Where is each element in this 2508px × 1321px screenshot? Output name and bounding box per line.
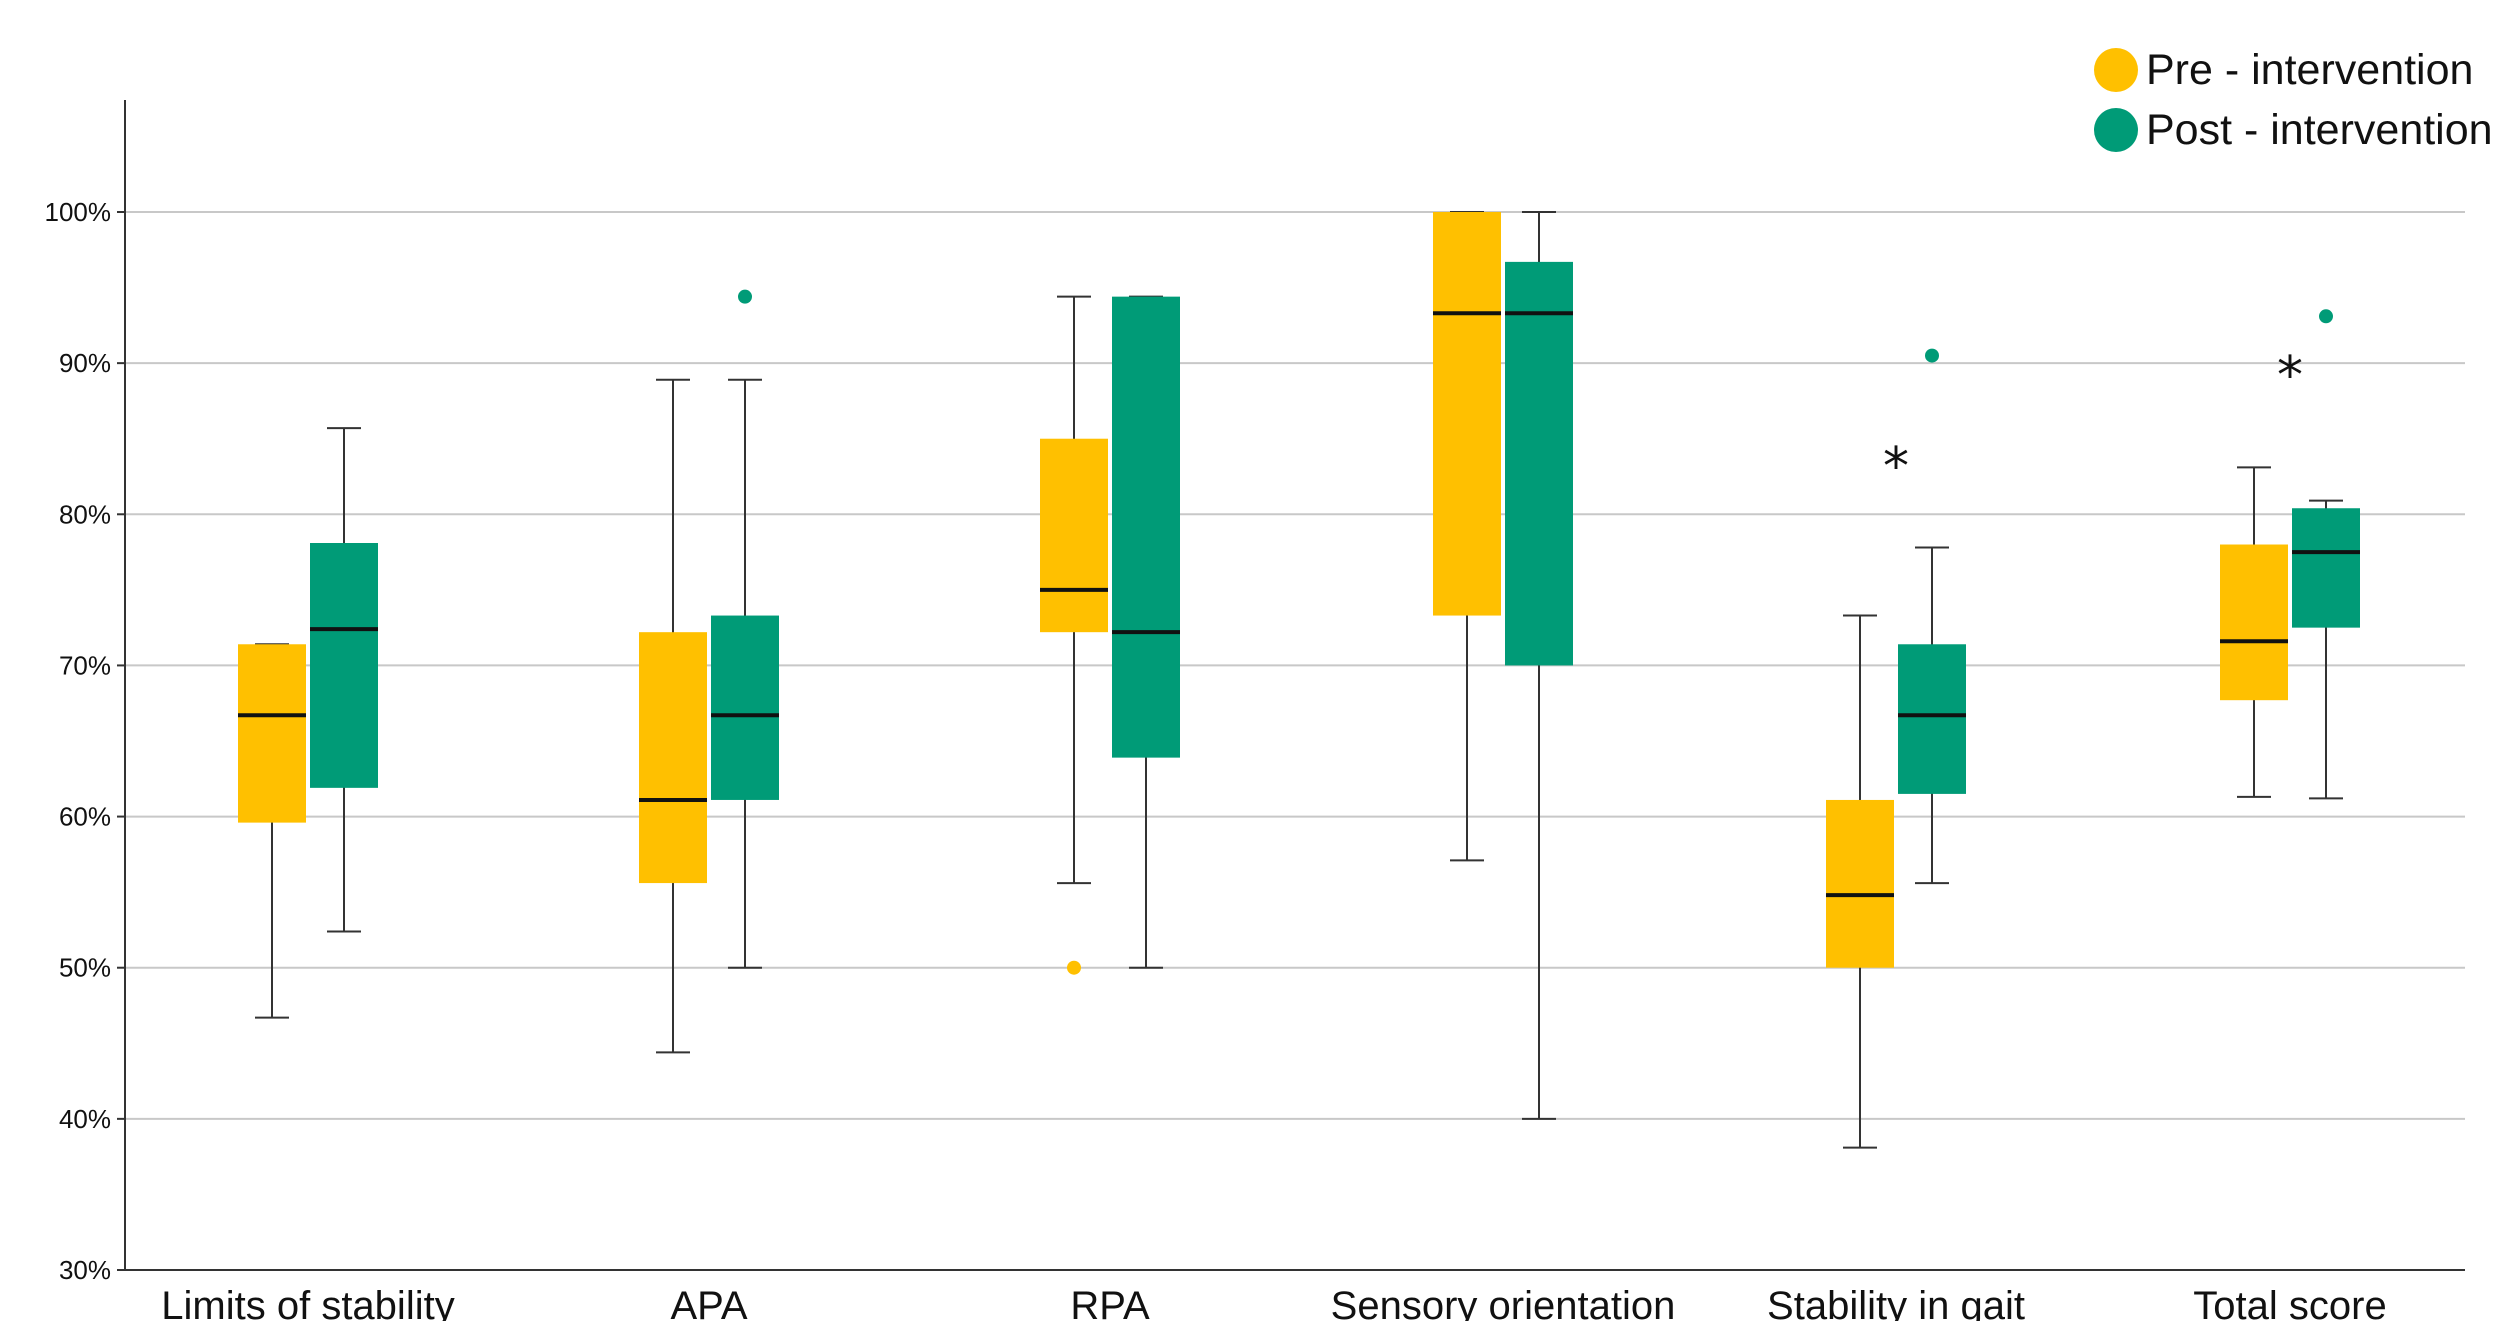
box-pre [2220,466,2288,798]
box-iqr [1505,261,1573,666]
x-category-label: RPA [1070,1284,1150,1321]
x-category-label: Total score [2193,1284,2386,1321]
y-tick-label: 100% [45,197,112,227]
axis-labels: 30% 40% 50% 60% 70% 80% 90% 100% Limits of stabi… [45,197,2387,1321]
y-tick-label: 40% [59,1104,111,1134]
box-iqr [1040,438,1108,633]
y-tick-label: 80% [59,499,111,529]
outlier-point [738,289,752,304]
x-category-label: Sensory orientation [1331,1284,1676,1321]
legend-post-label: Post - intervention [2146,105,2493,154]
y-tick-label: 70% [59,650,111,680]
box-iqr [1433,212,1501,616]
outlier-point [2319,309,2333,324]
box-post [2292,309,2360,800]
box-iqr [711,615,779,800]
legend-item-pre: Pre - intervention [2094,40,2504,100]
box-post [711,289,779,969]
significance-annotations: ** [1883,346,2303,497]
outlier-point [1067,960,1081,975]
box-series [238,211,2360,1149]
x-category-label: Limits of stability [161,1284,454,1321]
box-post [1112,295,1180,969]
outlier-point [1925,348,1939,363]
y-tick-label: 90% [59,348,111,378]
significance-star: * [2277,346,2303,406]
y-tick-label: 30% [59,1255,111,1285]
box-iqr [2292,508,2360,628]
y-tick-label: 60% [59,802,111,832]
box-iqr [1898,644,1966,794]
x-category-label: Stability in gait [1767,1284,2025,1321]
box-pre [1826,614,1894,1149]
y-tick-label: 50% [59,953,111,983]
box-pre [1433,211,1501,862]
significance-star: * [1883,437,1909,497]
legend-post-swatch [2094,108,2138,152]
box-pre [639,378,707,1054]
grid-lines [125,211,2465,1120]
x-category-label: APA [670,1284,747,1321]
legend-item-post: Post - intervention [2094,100,2504,160]
box-post [1898,348,1966,885]
axes [117,100,2465,1271]
box-post [1505,211,1573,1120]
box-post [310,427,378,933]
box-pre [1040,295,1108,975]
box-iqr [639,632,707,884]
legend-pre-swatch [2094,48,2138,92]
box-iqr [1826,799,1894,968]
box-pre [238,643,306,1019]
box-iqr [238,644,306,823]
legend: Pre - intervention Post - intervention [2094,40,2504,160]
box-iqr [310,543,378,788]
box-iqr [1112,296,1180,758]
legend-pre-label: Pre - intervention [2146,45,2474,94]
box-iqr [2220,544,2288,701]
